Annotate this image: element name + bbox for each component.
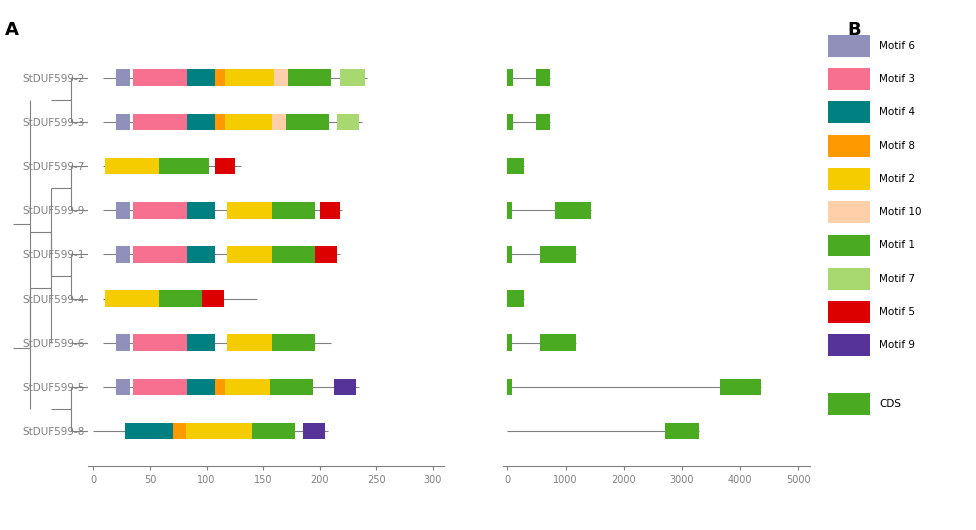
Bar	[272, 113, 286, 130]
Bar	[187, 334, 215, 351]
Text: Motif 8: Motif 8	[879, 140, 915, 151]
Bar	[828, 234, 871, 257]
Bar	[508, 290, 524, 307]
Bar	[828, 168, 871, 190]
Bar	[116, 69, 130, 86]
Bar	[116, 113, 130, 130]
Bar	[828, 35, 871, 57]
Bar	[224, 113, 272, 130]
Text: Motif 2: Motif 2	[879, 174, 915, 184]
Bar	[665, 423, 700, 439]
Text: Motif 7: Motif 7	[879, 273, 915, 284]
Bar	[508, 246, 512, 263]
Bar	[272, 334, 315, 351]
Text: CDS: CDS	[879, 399, 901, 409]
Bar	[555, 202, 590, 219]
Bar	[187, 378, 215, 395]
Bar	[187, 246, 215, 263]
Bar	[215, 69, 224, 86]
Bar	[159, 158, 209, 174]
Bar	[224, 378, 270, 395]
Bar	[224, 69, 274, 86]
Bar	[508, 202, 512, 219]
Bar	[227, 334, 272, 351]
Text: Motif 5: Motif 5	[879, 307, 915, 317]
Bar	[227, 202, 272, 219]
Bar	[116, 202, 130, 219]
Bar	[215, 158, 235, 174]
Bar	[288, 69, 331, 86]
Bar	[828, 101, 871, 123]
Bar	[133, 334, 187, 351]
Bar	[508, 158, 524, 174]
Text: Motif 4: Motif 4	[879, 108, 915, 117]
Bar	[116, 334, 130, 351]
Bar	[215, 378, 224, 395]
Bar	[272, 202, 315, 219]
Text: A: A	[5, 21, 19, 39]
Text: B: B	[847, 21, 861, 39]
Bar	[303, 423, 325, 439]
Bar	[252, 423, 295, 439]
Bar	[720, 378, 760, 395]
Bar	[104, 290, 159, 307]
Bar	[186, 423, 252, 439]
Bar	[104, 158, 159, 174]
Bar	[340, 69, 365, 86]
Bar	[508, 113, 512, 130]
Bar	[116, 246, 130, 263]
Bar	[508, 69, 512, 86]
Bar	[335, 378, 356, 395]
Bar	[828, 334, 871, 356]
Bar	[828, 201, 871, 223]
Text: Motif 1: Motif 1	[879, 241, 915, 251]
Bar	[536, 69, 549, 86]
Bar	[315, 246, 337, 263]
Bar	[187, 202, 215, 219]
Bar	[133, 113, 187, 130]
Bar	[540, 246, 576, 263]
Text: Motif 6: Motif 6	[879, 41, 915, 51]
Bar	[202, 290, 224, 307]
Bar	[116, 378, 130, 395]
Bar	[173, 423, 186, 439]
Bar	[125, 423, 173, 439]
Bar	[133, 378, 187, 395]
Bar	[320, 202, 340, 219]
Bar	[828, 393, 871, 414]
Text: Motif 3: Motif 3	[879, 74, 915, 84]
Bar	[215, 113, 224, 130]
Bar	[133, 202, 187, 219]
Bar	[133, 246, 187, 263]
Bar	[270, 378, 313, 395]
Text: Motif 9: Motif 9	[879, 340, 915, 350]
Bar	[536, 113, 549, 130]
Bar	[828, 135, 871, 156]
Bar	[828, 301, 871, 323]
Bar	[187, 69, 215, 86]
Bar	[508, 334, 512, 351]
Bar	[828, 268, 871, 290]
Bar	[227, 246, 272, 263]
Bar	[286, 113, 329, 130]
Bar	[540, 334, 576, 351]
Bar	[133, 69, 187, 86]
Text: Motif 10: Motif 10	[879, 207, 921, 217]
Bar	[508, 378, 512, 395]
Bar	[272, 246, 315, 263]
Bar	[159, 290, 202, 307]
Bar	[828, 68, 871, 90]
Bar	[274, 69, 288, 86]
Bar	[337, 113, 359, 130]
Bar	[187, 113, 215, 130]
